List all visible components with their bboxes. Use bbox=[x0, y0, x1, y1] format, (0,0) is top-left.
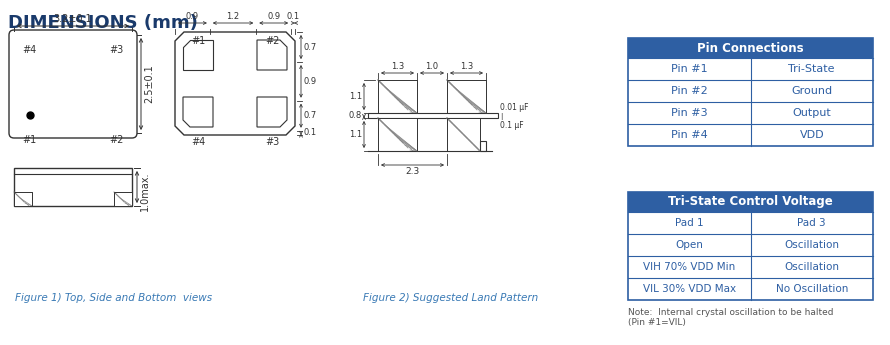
Bar bbox=[628, 192, 873, 300]
Bar bbox=[447, 118, 480, 151]
Text: VIH 70% VDD Min: VIH 70% VDD Min bbox=[643, 262, 735, 272]
Text: Pad 1: Pad 1 bbox=[675, 218, 704, 228]
Bar bbox=[628, 256, 873, 278]
Bar bbox=[628, 80, 873, 102]
Text: Figure 1) Top, Side and Bottom  views: Figure 1) Top, Side and Bottom views bbox=[15, 293, 212, 303]
Text: #3: #3 bbox=[265, 137, 279, 147]
Text: 2.5±0.1: 2.5±0.1 bbox=[144, 65, 154, 104]
Text: #3: #3 bbox=[109, 45, 124, 55]
Text: 0.1 μF: 0.1 μF bbox=[500, 120, 523, 129]
Text: 1.3: 1.3 bbox=[391, 62, 404, 71]
Text: 0.01 μF: 0.01 μF bbox=[500, 104, 529, 112]
Polygon shape bbox=[183, 40, 213, 70]
Text: Note:  Internal crystal oscillation to be halted
(Pin #1=VIL): Note: Internal crystal oscillation to be… bbox=[628, 308, 834, 327]
Text: 0.9: 0.9 bbox=[267, 12, 280, 21]
Bar bbox=[447, 118, 480, 151]
Text: 1.2: 1.2 bbox=[226, 12, 239, 21]
Bar bbox=[14, 168, 132, 206]
Text: #1: #1 bbox=[190, 36, 205, 46]
Bar bbox=[114, 192, 132, 206]
Text: Pin Connections: Pin Connections bbox=[697, 41, 804, 55]
Bar bbox=[628, 192, 873, 212]
Polygon shape bbox=[257, 40, 287, 70]
Text: Open: Open bbox=[676, 240, 703, 250]
Text: DIMENSIONS (mm): DIMENSIONS (mm) bbox=[8, 14, 198, 32]
Text: Oscillation: Oscillation bbox=[784, 240, 839, 250]
Text: 0.7: 0.7 bbox=[303, 111, 316, 120]
Bar bbox=[628, 212, 873, 234]
Text: 0.7: 0.7 bbox=[303, 42, 316, 51]
Text: 1.1: 1.1 bbox=[349, 130, 362, 139]
Bar bbox=[114, 192, 132, 206]
Bar bbox=[447, 80, 486, 113]
Bar bbox=[628, 124, 873, 146]
Bar bbox=[628, 38, 873, 58]
Text: 1.1: 1.1 bbox=[349, 92, 362, 101]
Bar bbox=[378, 118, 417, 151]
Text: Pin #1: Pin #1 bbox=[671, 64, 708, 74]
Text: Figure 2) Suggested Land Pattern: Figure 2) Suggested Land Pattern bbox=[363, 293, 538, 303]
Bar bbox=[378, 80, 417, 113]
Bar bbox=[378, 80, 417, 113]
Bar bbox=[378, 118, 417, 151]
Bar bbox=[628, 234, 873, 256]
Bar bbox=[628, 38, 873, 146]
Bar bbox=[480, 141, 486, 151]
Text: 1.0: 1.0 bbox=[425, 62, 439, 71]
Text: Pad 3: Pad 3 bbox=[797, 218, 826, 228]
Text: #4: #4 bbox=[22, 45, 36, 55]
Bar bbox=[14, 192, 32, 206]
Text: 0.1: 0.1 bbox=[287, 12, 300, 21]
Text: #2: #2 bbox=[265, 36, 279, 46]
Polygon shape bbox=[257, 97, 287, 127]
Text: 0.9: 0.9 bbox=[186, 12, 199, 21]
Text: Oscillation: Oscillation bbox=[784, 262, 839, 272]
Text: #2: #2 bbox=[109, 135, 124, 145]
Bar bbox=[368, 113, 498, 118]
Text: #4: #4 bbox=[190, 137, 205, 147]
Text: 1.0max.: 1.0max. bbox=[140, 171, 150, 211]
Text: 1.3: 1.3 bbox=[460, 62, 473, 71]
Text: 0.9: 0.9 bbox=[303, 77, 316, 86]
Text: #1: #1 bbox=[22, 135, 36, 145]
Text: VDD: VDD bbox=[799, 130, 824, 140]
Bar bbox=[628, 102, 873, 124]
Text: VIL 30% VDD Max: VIL 30% VDD Max bbox=[643, 284, 736, 294]
Text: Tri-State Control Voltage: Tri-State Control Voltage bbox=[668, 196, 833, 208]
Text: 2.3: 2.3 bbox=[405, 167, 419, 176]
Text: Pin #3: Pin #3 bbox=[671, 108, 708, 118]
FancyBboxPatch shape bbox=[9, 30, 137, 138]
Polygon shape bbox=[183, 97, 213, 127]
Text: Pin #2: Pin #2 bbox=[671, 86, 708, 96]
Bar bbox=[14, 192, 32, 206]
Text: 3.2±0.1: 3.2±0.1 bbox=[53, 14, 93, 24]
Bar bbox=[628, 278, 873, 300]
Bar bbox=[447, 80, 486, 113]
Text: Ground: Ground bbox=[791, 86, 832, 96]
Text: No Oscillation: No Oscillation bbox=[775, 284, 848, 294]
Text: 0.8: 0.8 bbox=[349, 111, 362, 120]
Text: |: | bbox=[500, 113, 502, 120]
Text: Pin #4: Pin #4 bbox=[671, 130, 708, 140]
Text: Output: Output bbox=[792, 108, 831, 118]
Polygon shape bbox=[175, 32, 295, 135]
Text: 0.1: 0.1 bbox=[303, 128, 316, 137]
Bar bbox=[628, 58, 873, 80]
Text: Tri-State: Tri-State bbox=[789, 64, 835, 74]
